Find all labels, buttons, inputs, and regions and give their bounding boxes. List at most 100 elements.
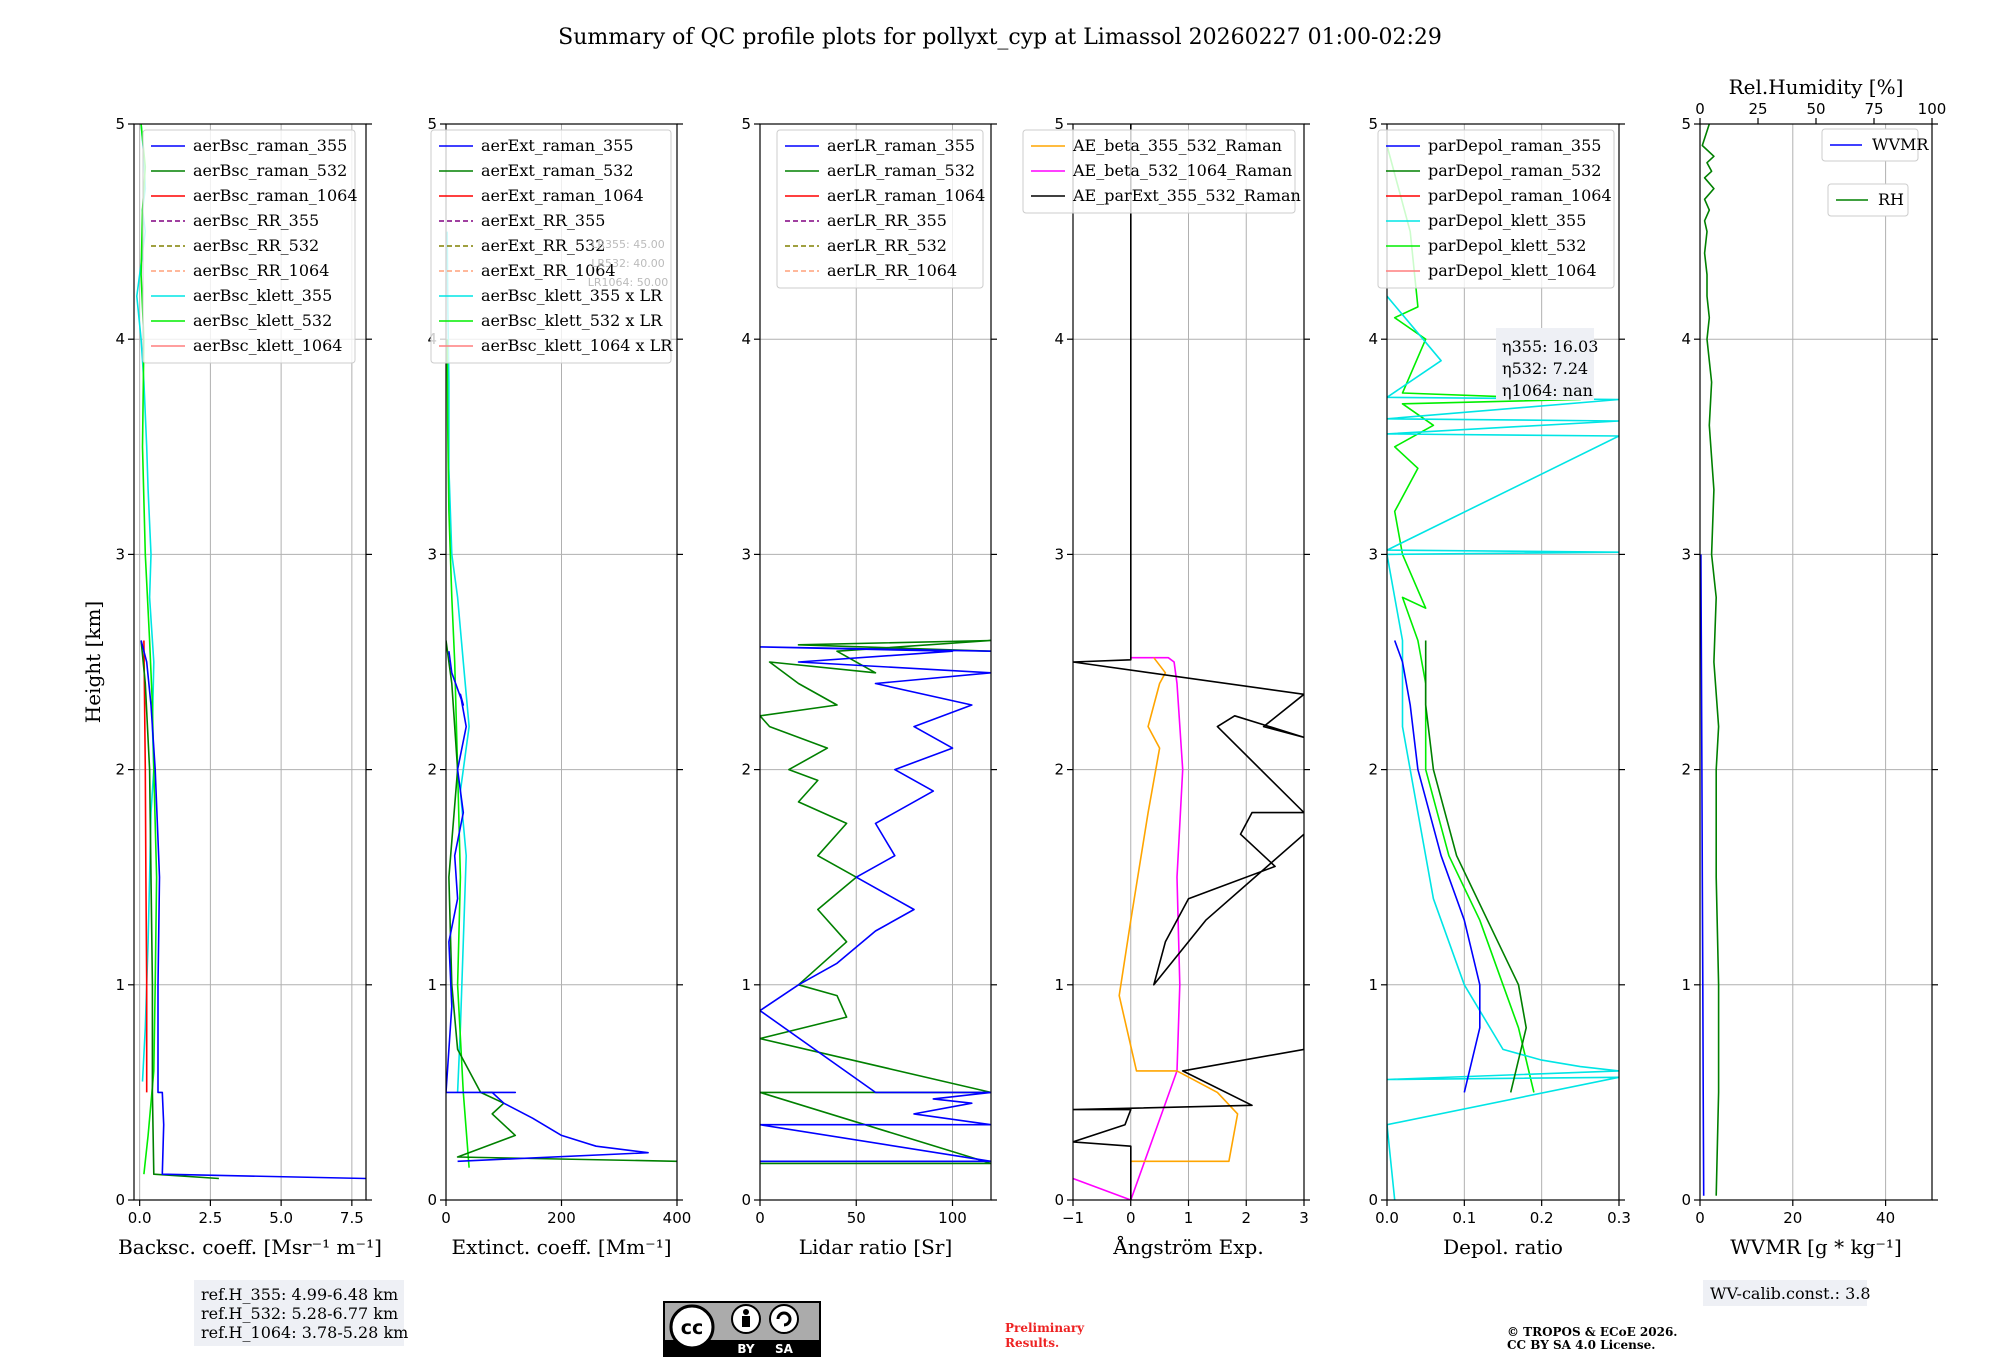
sa-text: SA (775, 1342, 794, 1356)
series-line-RH (1701, 124, 1720, 1196)
legend-box (430, 129, 672, 364)
y-tick-label: 0 (1054, 1191, 1064, 1209)
y-tick-label: 1 (1054, 976, 1064, 994)
legend-box (776, 129, 984, 289)
legend-label: aerExt_raman_1064 (481, 186, 644, 205)
legend-label: aerExt_RR_1064 (481, 261, 616, 280)
legend-label: aerBsc_klett_355 x LR (481, 286, 663, 305)
y-tick-label: 4 (115, 330, 125, 348)
legend-wvmr: WVMR (1821, 128, 1929, 162)
x-tick-label: 0.1 (1452, 1209, 1476, 1227)
y-tick-label: 0 (741, 1191, 751, 1209)
cc-by-sa-badge: cc BY SA (663, 1301, 821, 1357)
x-tick-label: 100 (938, 1209, 967, 1227)
panel-depol: 0.0 0.1 0.2 0.3 0 1 2 3 4 5 Depol. ratio parDepol_r… (1368, 115, 1630, 1259)
copyright-line-1: © TROPOS & ECoE 2026. (1507, 1325, 1677, 1339)
y-tick-label: 1 (741, 976, 751, 994)
series-group (1387, 145, 1619, 1200)
top-tick-label: 50 (1806, 100, 1825, 118)
axes-frame (1386, 123, 1620, 1201)
legend-box (1377, 129, 1615, 289)
ref-height-532: ref.H_532: 5.28-6.77 km (201, 1304, 398, 1323)
x-axis-label: WVMR [g * kg⁻¹] (1730, 1235, 1902, 1259)
y-tick-label: 2 (1054, 761, 1064, 779)
x-axis-label: Ångström Exp. (1112, 1234, 1263, 1259)
series-line-aerExt_raman_355 (446, 651, 649, 1163)
y-tick-label: 4 (1054, 330, 1064, 348)
y-tick-label: 3 (1368, 545, 1378, 563)
panels: 0.0 2.5 5.0 7.5 0 1 2 3 4 5 Backsc. coeff. [Msr⁻¹ … (81, 75, 1946, 1259)
legend-label: aerExt_RR_532 (481, 236, 605, 255)
y-tick-label: 0 (427, 1191, 437, 1209)
series-line-aerLR_raman_355 (760, 646, 991, 1163)
legend-label: aerBsc_RR_532 (193, 236, 319, 255)
lr-note: LR1064: 50.00 (588, 276, 668, 289)
copyright-note: © TROPOS & ECoE 2026. CC BY SA 4.0 Licen… (1507, 1325, 1677, 1352)
y-tick-label: 2 (1681, 761, 1691, 779)
series-group (1073, 124, 1304, 1200)
top-tick-label: 25 (1748, 100, 1767, 118)
x-tick-label: −1 (1062, 1209, 1084, 1227)
x-tick-label: 50 (847, 1209, 866, 1227)
legend-label: AE_beta_355_532_Raman (1072, 136, 1282, 155)
y-tick-label: 2 (427, 761, 437, 779)
series-line-aerBsc_klett_532 x LR (446, 339, 470, 1168)
legend-label: aerLR_raman_532 (827, 161, 975, 180)
series-line-aerLR_raman_532 (760, 639, 991, 1165)
y-tick-label: 3 (427, 545, 437, 563)
series-line-aerBsc_raman_532 (140, 640, 219, 1180)
ref-height-355: ref.H_355: 4.99-6.48 km (201, 1285, 398, 1304)
legend-label: aerLR_raman_1064 (827, 186, 985, 205)
series-line-aerBsc_raman_1064 (143, 640, 148, 1093)
axes-frame (1699, 123, 1933, 1201)
x-axis-label: Lidar ratio [Sr] (799, 1235, 953, 1259)
series-line-parDepol_klett_355 (1387, 295, 1619, 1200)
y-tick-label: 1 (1368, 976, 1378, 994)
legend-label: RH (1878, 190, 1904, 209)
x-axis-label: Depol. ratio (1443, 1235, 1563, 1259)
y-tick-label: 2 (741, 761, 751, 779)
y-tick-label: 2 (1368, 761, 1378, 779)
legend-label: parDepol_klett_532 (1428, 236, 1586, 255)
x-tick-label: 0 (1126, 1209, 1136, 1227)
x-tick-label: 0 (1695, 1209, 1705, 1227)
series-group (1700, 124, 1720, 1196)
y-tick-label: 5 (741, 115, 751, 133)
sa-share-icon (769, 1304, 799, 1334)
y-tick-label: 0 (115, 1191, 125, 1209)
series-group (446, 231, 677, 1168)
x-tick-label: 2 (1241, 1209, 1251, 1227)
legend-ae: AE_beta_355_532_Raman AE_beta_532_1064_Ra… (1022, 129, 1301, 214)
y-tick-label: 4 (741, 330, 751, 348)
top-tick-label: 100 (1918, 100, 1947, 118)
top-tick-label: 0 (1695, 100, 1705, 118)
x-tick-label: 400 (663, 1209, 692, 1227)
x-tick-label: 40 (1876, 1209, 1895, 1227)
legend-label: aerBsc_raman_1064 (193, 186, 358, 205)
y-tick-label: 3 (741, 545, 751, 563)
y-tick-label: 5 (1681, 115, 1691, 133)
legend-label: parDepol_klett_1064 (1428, 261, 1597, 280)
y-axis-label: Height [km] (81, 601, 105, 723)
y-tick-label: 0 (1681, 1191, 1691, 1209)
ref-heights-box: ref.H_355: 4.99-6.48 km ref.H_532: 5.28-… (194, 1280, 408, 1346)
x-tick-label: 0.0 (1375, 1209, 1399, 1227)
series-group (760, 639, 991, 1165)
legend-label: aerExt_raman_355 (481, 136, 634, 155)
cc-icon (669, 1304, 715, 1350)
x-tick-label: 20 (1783, 1209, 1802, 1227)
x-tick-label: 2.5 (198, 1209, 222, 1227)
legend-label: aerBsc_raman_532 (193, 161, 347, 180)
legend-label: aerExt_raman_532 (481, 161, 634, 180)
series-line-aerBsc_klett_355 x LR (446, 231, 470, 1093)
x-tick-label: 200 (547, 1209, 576, 1227)
x-tick-label: 3 (1299, 1209, 1309, 1227)
y-tick-label: 2 (115, 761, 125, 779)
series-line-aerBsc_raman_355 (140, 640, 366, 1180)
legend-box (142, 129, 356, 364)
x-tick-label: 7.5 (340, 1209, 364, 1227)
by-text: BY (737, 1342, 754, 1356)
legend-label: aerBsc_RR_355 (193, 211, 319, 230)
